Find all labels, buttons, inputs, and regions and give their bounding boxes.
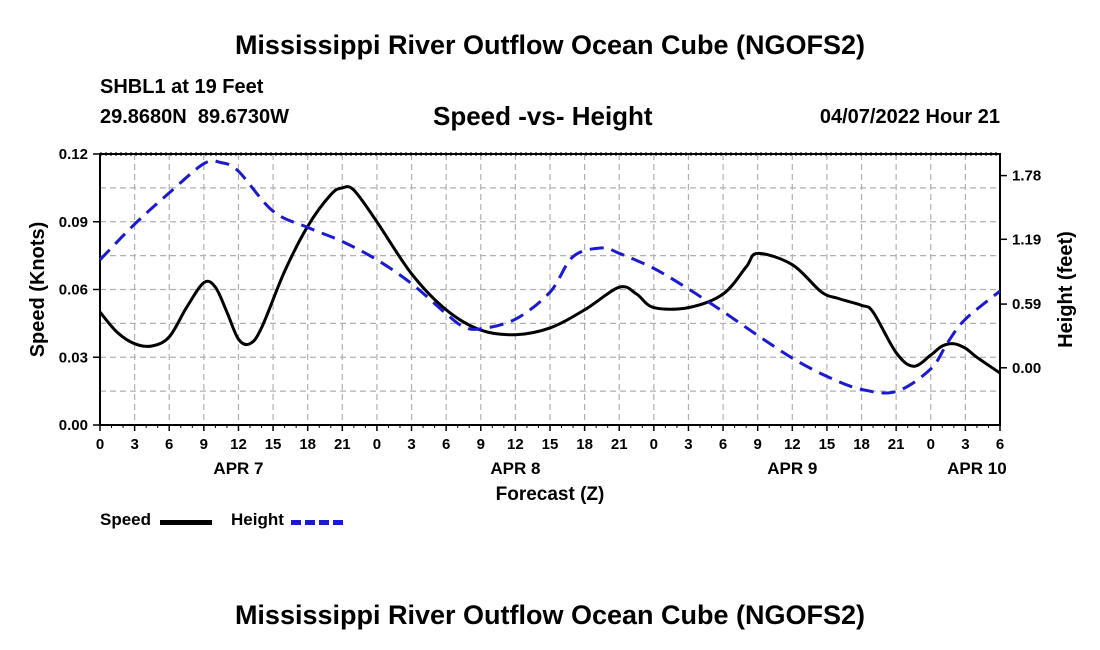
x-tick-label: 12 bbox=[784, 436, 801, 453]
legend-height-swatch bbox=[291, 520, 343, 525]
legend-height-label: Height bbox=[231, 510, 284, 529]
chart-main-title: Mississippi River Outflow Ocean Cube (NG… bbox=[234, 30, 866, 60]
x-tick-label: 15 bbox=[265, 436, 282, 453]
day-label: APR 8 bbox=[490, 459, 540, 478]
legend-speed-swatch bbox=[160, 520, 212, 525]
x-tick-label: 3 bbox=[407, 436, 415, 453]
day-label: APR 9 bbox=[767, 459, 817, 478]
day-label: APR 10 bbox=[947, 459, 1007, 478]
x-tick-label: 21 bbox=[334, 436, 351, 453]
x-tick-label: 0 bbox=[650, 436, 658, 453]
y2-tick-label: 1.78 bbox=[1012, 168, 1041, 185]
y-tick-label: 0.09 bbox=[59, 214, 88, 231]
x-tick-label: 3 bbox=[961, 436, 969, 453]
station-label: SHBL1 at 19 Feet bbox=[100, 76, 264, 98]
x-tick-label: 0 bbox=[927, 436, 935, 453]
legend-speed-label: Speed bbox=[100, 510, 152, 529]
y-tick-label: 0.12 bbox=[59, 146, 88, 163]
y2-tick-label: 0.00 bbox=[1012, 360, 1041, 377]
x-tick-label: 9 bbox=[754, 436, 762, 453]
x-tick-label: 3 bbox=[130, 436, 138, 453]
x-tick-label: 21 bbox=[888, 436, 905, 453]
x-tick-label: 18 bbox=[299, 436, 316, 453]
x-axis-label: Forecast (Z) bbox=[496, 484, 605, 505]
y2-axis-label: Height (feet) bbox=[1055, 231, 1077, 348]
y-tick-label: 0.06 bbox=[59, 282, 88, 299]
x-tick-label: 6 bbox=[996, 436, 1004, 453]
x-tick-label: 6 bbox=[442, 436, 450, 453]
speed-series-line bbox=[98, 185, 1001, 375]
x-tick-label: 9 bbox=[477, 436, 485, 453]
day-label: APR 7 bbox=[213, 459, 263, 478]
x-tick-label: 6 bbox=[719, 436, 727, 453]
y-axis-label: Speed (Knots) bbox=[27, 222, 49, 358]
x-tick-label: 18 bbox=[853, 436, 870, 453]
coordinates-label: 29.8680N 89.6730W bbox=[100, 106, 290, 128]
x-tick-label: 9 bbox=[200, 436, 208, 453]
chart-bottom-title: Mississippi River Outflow Ocean Cube (NG… bbox=[234, 600, 866, 630]
x-tick-label: 21 bbox=[611, 436, 628, 453]
x-tick-label: 15 bbox=[542, 436, 559, 453]
x-tick-label: 12 bbox=[230, 436, 247, 453]
x-tick-label: 6 bbox=[165, 436, 173, 453]
y-tick-label: 0.00 bbox=[59, 417, 88, 434]
x-tick-label: 0 bbox=[373, 436, 381, 453]
x-tick-label: 3 bbox=[684, 436, 692, 453]
x-tick-label: 0 bbox=[96, 436, 104, 453]
y2-tick-label: 0.59 bbox=[1012, 296, 1041, 313]
y2-tick-label: 1.19 bbox=[1012, 231, 1041, 248]
height-series-line bbox=[98, 159, 1001, 395]
forecast-datetime: 04/07/2022 Hour 21 bbox=[819, 106, 1000, 128]
y-tick-label: 0.03 bbox=[59, 349, 88, 366]
x-tick-label: 15 bbox=[819, 436, 836, 453]
x-tick-label: 18 bbox=[576, 436, 593, 453]
chart-subtitle: Speed -vs- Height bbox=[433, 101, 653, 131]
x-tick-label: 12 bbox=[507, 436, 524, 453]
